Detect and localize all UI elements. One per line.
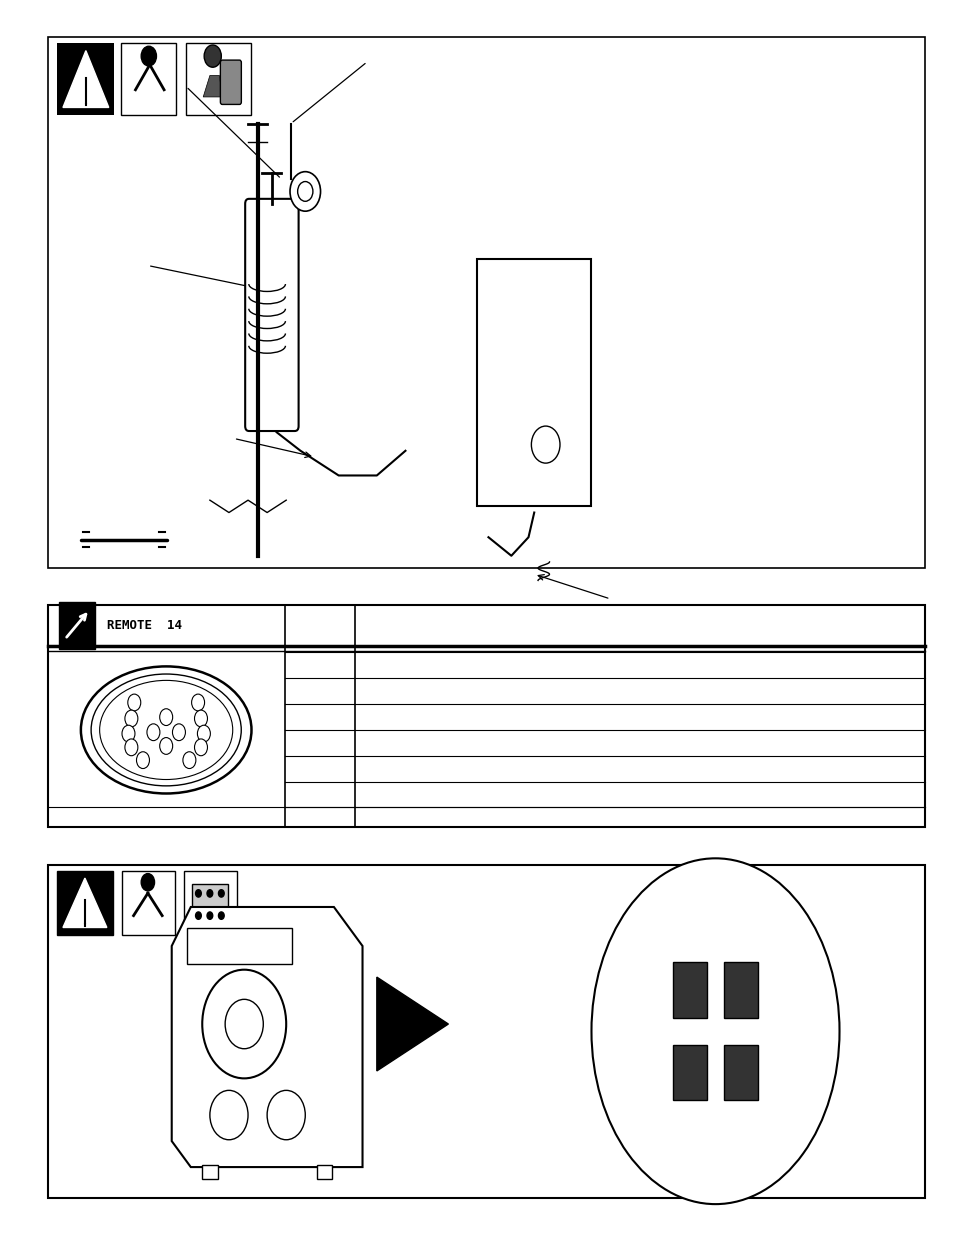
FancyBboxPatch shape xyxy=(220,61,241,105)
Circle shape xyxy=(531,426,559,463)
Bar xyxy=(121,43,176,115)
Circle shape xyxy=(141,46,156,65)
Circle shape xyxy=(218,889,224,897)
Circle shape xyxy=(136,752,150,768)
Ellipse shape xyxy=(81,667,252,794)
Bar xyxy=(672,1045,706,1100)
Circle shape xyxy=(197,725,211,742)
Bar xyxy=(57,871,112,935)
Bar xyxy=(184,871,236,935)
Polygon shape xyxy=(203,75,222,98)
Circle shape xyxy=(192,694,204,711)
Bar xyxy=(672,962,706,1018)
Circle shape xyxy=(159,709,172,725)
Circle shape xyxy=(204,44,221,67)
Bar xyxy=(48,605,924,827)
Circle shape xyxy=(159,737,172,755)
Circle shape xyxy=(297,182,313,201)
Circle shape xyxy=(225,999,263,1049)
Ellipse shape xyxy=(99,680,233,779)
Bar xyxy=(316,1165,332,1179)
Text: REMOTE  14: REMOTE 14 xyxy=(107,619,182,632)
FancyBboxPatch shape xyxy=(245,199,298,431)
Polygon shape xyxy=(63,51,109,107)
Ellipse shape xyxy=(591,858,839,1204)
Circle shape xyxy=(125,710,138,727)
Bar xyxy=(187,927,292,965)
Bar xyxy=(59,603,95,650)
Circle shape xyxy=(290,172,320,211)
Circle shape xyxy=(147,724,160,741)
Polygon shape xyxy=(172,906,362,1167)
Ellipse shape xyxy=(91,674,241,785)
Circle shape xyxy=(195,889,201,897)
Circle shape xyxy=(210,1091,248,1140)
Circle shape xyxy=(267,1091,305,1140)
Bar xyxy=(723,1045,758,1100)
Circle shape xyxy=(202,969,286,1078)
Bar xyxy=(202,1165,217,1179)
Circle shape xyxy=(128,694,141,711)
Polygon shape xyxy=(376,977,448,1071)
Circle shape xyxy=(172,724,185,741)
Circle shape xyxy=(141,873,154,890)
Bar xyxy=(122,871,174,935)
Polygon shape xyxy=(63,878,107,927)
Circle shape xyxy=(183,752,195,768)
Bar xyxy=(476,259,591,506)
Circle shape xyxy=(195,911,201,919)
Circle shape xyxy=(207,911,213,919)
Bar xyxy=(48,864,924,1198)
Circle shape xyxy=(218,911,224,919)
Circle shape xyxy=(125,739,138,756)
Circle shape xyxy=(207,889,213,897)
Circle shape xyxy=(194,739,207,756)
Bar xyxy=(57,43,114,115)
Bar xyxy=(192,883,228,925)
Bar xyxy=(723,962,758,1018)
Circle shape xyxy=(122,725,134,742)
Bar xyxy=(186,43,251,115)
Circle shape xyxy=(194,710,207,727)
Bar xyxy=(48,37,924,568)
